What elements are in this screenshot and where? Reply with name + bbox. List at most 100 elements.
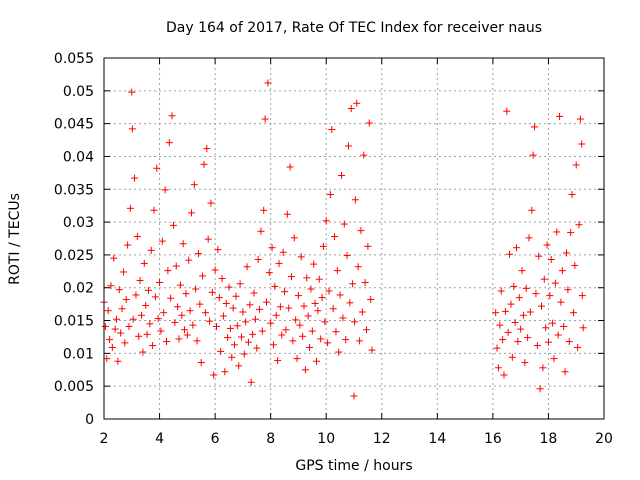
- data-point: [307, 285, 315, 293]
- data-point: [232, 292, 240, 300]
- data-point: [329, 305, 337, 313]
- data-point: [504, 328, 512, 336]
- data-point: [321, 318, 329, 326]
- data-point: [567, 229, 575, 237]
- data-point: [129, 315, 137, 323]
- data-point: [529, 151, 537, 159]
- data-point: [281, 288, 289, 296]
- data-point: [217, 347, 225, 355]
- data-point: [293, 355, 301, 363]
- data-point: [354, 263, 362, 271]
- data-point: [503, 107, 511, 115]
- data-point: [181, 326, 189, 334]
- data-point: [574, 343, 582, 351]
- data-point: [528, 206, 536, 214]
- data-point: [118, 305, 126, 313]
- data-point: [333, 267, 341, 275]
- data-point: [319, 242, 327, 250]
- data-point: [210, 371, 218, 379]
- data-point: [192, 285, 200, 293]
- data-point: [228, 353, 236, 361]
- data-point: [136, 277, 144, 285]
- data-point: [517, 325, 525, 333]
- data-point: [557, 298, 565, 306]
- data-point: [150, 206, 158, 214]
- data-point: [535, 252, 543, 260]
- data-point: [124, 241, 132, 249]
- data-point: [244, 338, 252, 346]
- y-tick-label: 0.005: [54, 379, 94, 395]
- data-point: [256, 305, 264, 313]
- data-point: [107, 282, 115, 290]
- data-point: [506, 250, 514, 258]
- data-point: [556, 112, 564, 120]
- data-point: [236, 280, 244, 288]
- data-point: [561, 368, 569, 376]
- data-point: [119, 268, 127, 276]
- data-point: [206, 317, 214, 325]
- data-point: [128, 88, 136, 96]
- data-point: [563, 249, 570, 257]
- data-point: [156, 278, 164, 286]
- data-point: [547, 256, 555, 264]
- data-point: [243, 263, 251, 271]
- data-point: [507, 300, 515, 308]
- data-point: [353, 99, 361, 107]
- data-point: [168, 112, 176, 120]
- data-point: [268, 244, 276, 252]
- data-point: [146, 320, 154, 328]
- data-point: [164, 267, 172, 275]
- data-point: [358, 308, 366, 316]
- data-point: [565, 338, 573, 346]
- data-point: [286, 163, 294, 171]
- x-tick-label: 6: [211, 431, 220, 447]
- data-point: [113, 315, 120, 323]
- data-point: [104, 307, 112, 315]
- data-point: [296, 321, 304, 329]
- data-point: [344, 142, 352, 150]
- data-point: [203, 145, 211, 153]
- data-point: [144, 286, 152, 294]
- data-point: [238, 333, 245, 341]
- data-point: [364, 242, 372, 250]
- data-point: [361, 278, 369, 286]
- data-point: [558, 267, 566, 275]
- data-point: [265, 269, 273, 277]
- data-point: [315, 275, 323, 283]
- data-point: [322, 217, 330, 225]
- data-point: [131, 174, 139, 182]
- data-point: [199, 272, 207, 280]
- data-point: [335, 348, 343, 356]
- y-tick-label: 0: [85, 412, 94, 428]
- data-point: [342, 336, 350, 344]
- data-point: [338, 171, 345, 179]
- data-point: [114, 357, 122, 365]
- data-point: [165, 139, 173, 147]
- data-point: [160, 309, 168, 317]
- data-point: [526, 308, 534, 316]
- data-point: [254, 256, 262, 264]
- data-point: [246, 301, 254, 309]
- data-point: [183, 331, 191, 339]
- data-point: [208, 288, 216, 296]
- data-point: [226, 324, 234, 332]
- data-point: [142, 301, 150, 309]
- data-point: [128, 125, 136, 133]
- data-point: [324, 339, 332, 347]
- data-points: [100, 79, 587, 400]
- data-point: [194, 250, 202, 258]
- data-point: [351, 196, 359, 204]
- data-point: [544, 338, 552, 346]
- data-point: [513, 244, 520, 252]
- data-point: [363, 326, 370, 334]
- x-axis-label: GPS time / hours: [295, 458, 412, 474]
- data-point: [106, 336, 114, 344]
- data-point: [264, 79, 272, 87]
- data-point: [204, 235, 212, 243]
- data-point: [326, 191, 334, 199]
- data-point: [258, 327, 266, 335]
- data-point: [290, 234, 298, 242]
- data-point: [346, 299, 354, 307]
- data-point: [143, 330, 151, 338]
